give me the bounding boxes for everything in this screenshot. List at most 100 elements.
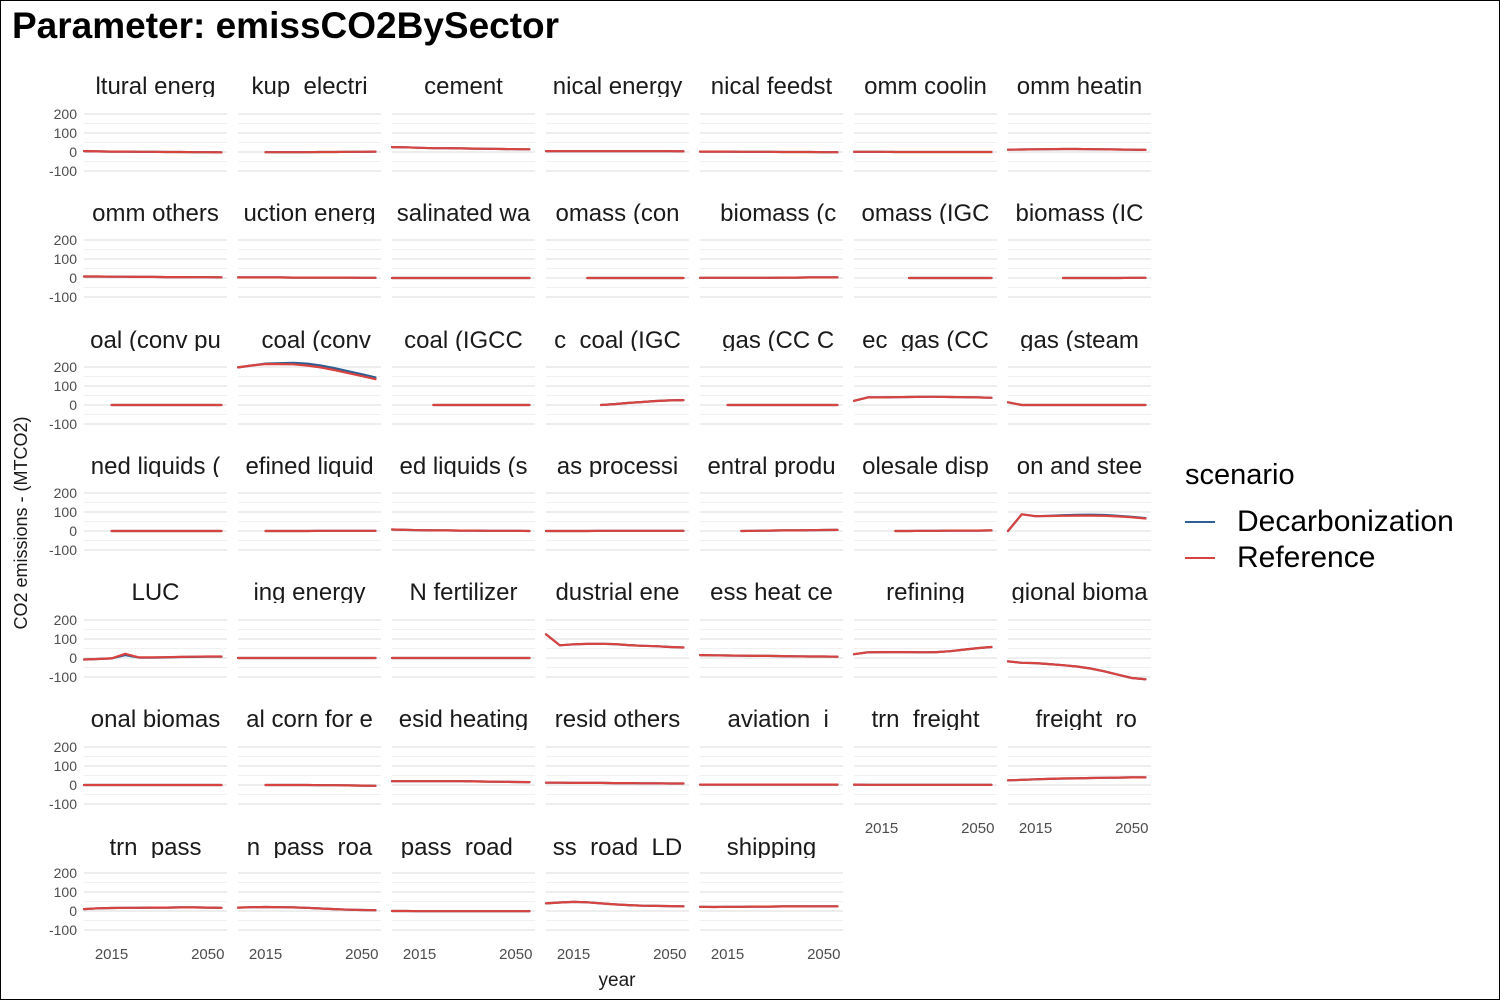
y-tick-label: 200 [54,612,78,628]
series-line-reference [894,529,993,533]
facet-strip-label: on and stee [1017,453,1142,480]
y-tick-label: 200 [54,359,78,375]
facet-panel: ss_road_LD 2015 2050 [544,834,689,963]
y-tick-label: 0 [69,523,77,539]
y-tick-label: 0 [69,650,77,666]
legend-item-decarbonization: Decarbonization [1185,504,1454,540]
facet-strip-label: N fertilizer [409,579,517,606]
y-tick-label: 100 [54,758,78,774]
legend-label-reference: Reference [1237,541,1376,574]
facet-strip-label: refining [886,579,965,606]
facet-strip-label: oal (conv pu [90,327,221,354]
series-line-reference [1006,660,1147,681]
facet-strip-label: as processi [557,453,678,480]
facet-panel: omm heatin [1006,73,1151,172]
x-tick-label: 2050 [499,946,532,963]
facet-strip-label: _coal (conv [247,327,371,354]
series-line-reference [264,783,377,787]
facet-strip-label: ss_road_LD [553,834,682,861]
facet-strip-label: entral produ [707,453,835,480]
series-line-reference [852,395,993,402]
y-tick-label: 100 [54,884,78,900]
facet-strip-label: resid others [555,706,680,733]
facet-strip-label: omass (con [555,200,679,227]
series-line-reference [236,362,377,381]
facet-panel: ing energy [236,579,381,678]
facet-panel: ed liquids (s [390,453,535,551]
facet-strip-label: uction energ [243,200,375,227]
facet-strip-label: omass (IGC [861,200,989,227]
y-tick-label: 200 [54,739,78,755]
facet-panel: c_coal (IGC [546,327,689,425]
y-tick-label: -100 [49,669,77,685]
facet-strip-label: n_pass_roa [247,834,373,861]
facet-strip-label: omm heatin [1017,73,1142,100]
y-tick-label: -100 [49,289,77,305]
y-tick-label: 200 [54,485,78,501]
facet-panel: refining [852,579,997,678]
facet-panel: olesale disp [854,453,997,551]
legend-key-reference [1185,557,1215,559]
x-tick-label: 2015 [711,946,744,963]
y-tick-label: 100 [54,631,78,647]
facet-panel: gas (steam [1006,327,1151,425]
facet-panel: resid others [544,706,689,805]
series-line-reference [82,652,223,661]
series-line-reference [82,906,223,911]
facet-panel: entral produ [700,453,843,551]
facet-strip-label: omm coolin [864,73,987,100]
facet-panel: omass (IGC [854,200,997,298]
facet-panel: biomass (IC [1008,200,1151,298]
x-tick-label: 2015 [95,946,128,963]
facet-panel: _gas (CC C [700,327,843,425]
y-tick-label: 0 [69,270,77,286]
facet-panel: uction energ [236,200,381,298]
facet-strip-label: _freight_ro [1021,706,1137,733]
facet-strip-label: salinated wa [397,200,531,227]
facet-panel: cement [390,73,535,172]
series-line-reference [1006,147,1147,151]
facet-panel: dustrial ene [544,579,689,678]
series-line-reference [390,528,531,533]
series-line-reference [264,150,377,154]
y-tick-label: -100 [49,922,77,938]
series-line-reference [740,528,839,533]
y-tick-label: 0 [69,144,77,160]
y-tick-label: 200 [54,865,78,881]
series-line-reference [544,900,685,908]
legend-item-reference: Reference [1185,540,1454,576]
facet-strip-label: omm others [92,200,219,227]
x-tick-label: 2050 [1115,820,1148,837]
facet-strip-label: ltural energ [95,73,215,100]
page-title: Parameter: emissCO2BySector [12,5,560,46]
y-tick-label: 100 [54,125,78,141]
facet-strip-label: _gas (CC C [708,327,834,354]
facet-strip-label: olesale disp [862,453,989,480]
facet-panel: pass_road_ 2015 2050 [390,834,535,963]
facet-strip-label: _shipping_ [712,834,830,861]
series-line-reference [698,905,839,909]
facet-panel: ltural energ -100 0 100 200 [49,73,227,179]
facet-panel: N fertilizer [390,579,535,678]
legend-title: scenario [1185,459,1295,491]
facet-panel: esid heating [390,706,535,805]
facet-panel: LUC -100 0 100 200 [49,579,227,685]
facet-panel: al corn for e [238,706,381,805]
facet-strip-label: ing energy [253,579,365,606]
series-line-reference [544,781,685,785]
facet-strip-label: ess heat ce [710,579,833,606]
x-tick-label: 2050 [345,946,378,963]
facet-panel: _aviation_i [698,706,843,805]
y-tick-label: -100 [49,163,77,179]
legend-label-decarbonization: Decarbonization [1237,505,1454,538]
legend: scenario Decarbonization Reference [1185,459,1454,576]
y-tick-label: 100 [54,504,78,520]
facet-panel: ess heat ce [698,579,843,678]
facet-strip-label: cement [424,73,503,100]
facet-panel: _coal (conv [236,327,381,425]
facet-panel: as processi [544,453,689,551]
facet-strip-label: trn_freight [871,706,979,733]
facet-strip-label: al corn for e [246,706,373,733]
